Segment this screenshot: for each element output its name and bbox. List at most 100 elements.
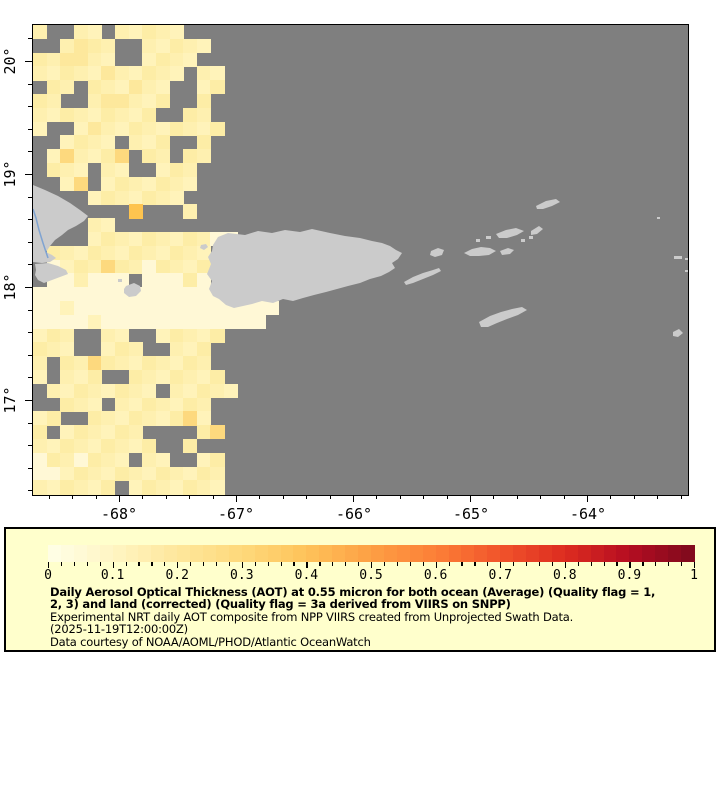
lon-minor-tick bbox=[96, 495, 98, 499]
colorbar-tick-label: 0.6 bbox=[423, 568, 448, 583]
colorbar bbox=[48, 545, 695, 562]
aot-grid-cell bbox=[169, 245, 184, 261]
aot-grid-cell bbox=[183, 328, 198, 343]
aot-grid-cell bbox=[46, 301, 61, 316]
lat-minor-tick bbox=[28, 445, 32, 447]
aot-grid-cell bbox=[87, 149, 102, 164]
aot-grid-cell bbox=[155, 232, 170, 247]
aot-grid-cell bbox=[155, 370, 170, 385]
aot-grid-cell bbox=[33, 94, 48, 109]
lon-minor-tick bbox=[166, 495, 168, 499]
aot-grid-cell bbox=[142, 397, 157, 412]
aot-grid-cell bbox=[87, 383, 102, 399]
aot-grid-cell bbox=[46, 452, 61, 468]
aot-grid-cell bbox=[60, 245, 75, 261]
aot-grid-cell bbox=[73, 314, 89, 330]
aot-grid-cell bbox=[33, 121, 48, 136]
lat-minor-tick bbox=[28, 151, 32, 153]
colorbar-step bbox=[86, 545, 101, 562]
colorbar-step bbox=[371, 545, 385, 562]
lon-minor-tick bbox=[376, 495, 378, 499]
aot-grid-cell bbox=[128, 301, 143, 316]
lon-major-tick bbox=[587, 495, 589, 502]
lon-minor-tick bbox=[259, 495, 261, 499]
colorbar-minor-tick bbox=[86, 562, 88, 566]
lon-minor-tick bbox=[447, 495, 449, 499]
aot-grid-cell bbox=[46, 149, 61, 164]
colorbar-step bbox=[681, 545, 695, 562]
aot-grid-cell bbox=[142, 273, 157, 288]
aot-grid-cell bbox=[73, 356, 89, 371]
aot-grid-cell bbox=[114, 466, 130, 481]
colorbar-step bbox=[280, 545, 295, 562]
aot-grid-cell bbox=[33, 301, 48, 316]
colorbar-step bbox=[254, 545, 269, 562]
colorbar-minor-tick bbox=[280, 562, 282, 566]
aot-grid-cell bbox=[128, 314, 143, 330]
aot-grid-cell bbox=[196, 356, 211, 371]
aot-grid-cell bbox=[33, 52, 48, 67]
aot-grid-cell bbox=[46, 480, 61, 495]
colorbar-minor-tick bbox=[590, 562, 592, 566]
aot-grid-cell bbox=[33, 370, 48, 385]
map-figure: 20° 19° 18° 17° -68° -67° -66° -65° -64° bbox=[1, 24, 689, 523]
aot-grid-cell bbox=[101, 135, 116, 150]
lon-minor-tick bbox=[400, 495, 402, 499]
lat-minor-tick bbox=[28, 377, 32, 379]
colorbar-tick-label: 0.7 bbox=[488, 568, 512, 583]
colorbar-minor-tick bbox=[577, 562, 579, 566]
aot-grid-cell bbox=[196, 287, 211, 302]
aot-grid-cell bbox=[46, 80, 61, 95]
lat-minor-tick bbox=[28, 129, 32, 131]
aot-grid-cell bbox=[60, 466, 75, 481]
aot-grid-cell bbox=[46, 94, 61, 109]
colorbar-step bbox=[590, 545, 605, 562]
aot-grid-cell bbox=[196, 328, 211, 343]
colorbar-minor-tick bbox=[99, 562, 101, 566]
aot-grid-cell bbox=[142, 439, 157, 454]
colorbar-minor-tick bbox=[538, 562, 541, 566]
lat-major-tick bbox=[25, 287, 32, 289]
lon-major-tick bbox=[119, 495, 121, 502]
aot-grid-cell bbox=[142, 411, 157, 426]
aot-grid-cell bbox=[128, 135, 143, 150]
aot-grid-cell bbox=[73, 452, 89, 468]
aot-grid-cell bbox=[196, 480, 211, 495]
colorbar-minor-tick bbox=[138, 562, 140, 566]
aot-grid-cell bbox=[196, 94, 211, 109]
aot-grid-cell bbox=[114, 342, 130, 357]
aot-grid-cell bbox=[101, 66, 116, 81]
aot-grid-cell bbox=[73, 176, 89, 192]
aot-grid-cell bbox=[183, 480, 198, 495]
colorbar-step bbox=[99, 545, 114, 562]
lon-tick-label: -67° bbox=[217, 505, 255, 523]
colorbar-minor-tick bbox=[409, 562, 411, 566]
colorbar-major-tick bbox=[48, 562, 50, 568]
aot-grid-cell bbox=[101, 94, 116, 109]
aot-grid-cell bbox=[101, 190, 116, 205]
aot-grid-cell bbox=[114, 328, 130, 343]
aot-grid-cell bbox=[169, 66, 184, 81]
aot-grid-cell bbox=[142, 176, 157, 192]
aot-grid-cell bbox=[60, 287, 75, 302]
colorbar-major-tick bbox=[371, 562, 373, 568]
aot-grid-cell bbox=[196, 273, 211, 288]
aot-grid-cell bbox=[142, 259, 157, 274]
colorbar-tick-label: 0.1 bbox=[100, 568, 125, 583]
aot-grid-cell bbox=[183, 52, 198, 67]
land-vieques-island bbox=[404, 268, 441, 285]
aot-grid-cell bbox=[155, 25, 170, 40]
colorbar-step bbox=[293, 545, 307, 562]
colorbar-major-tick bbox=[177, 562, 179, 568]
aot-grid-cell bbox=[210, 425, 225, 440]
aot-grid-cell bbox=[60, 163, 75, 178]
aot-grid-cell bbox=[128, 466, 143, 481]
aot-grid-cell bbox=[73, 301, 89, 316]
aot-grid-cell bbox=[33, 356, 48, 371]
aot-grid-cell bbox=[73, 383, 89, 399]
land-islet bbox=[486, 236, 491, 239]
colorbar-minor-tick bbox=[551, 562, 554, 566]
aot-grid-cell bbox=[251, 301, 266, 316]
aot-grid-cell bbox=[210, 314, 225, 330]
colorbar-tick-label: 0.4 bbox=[294, 568, 319, 583]
